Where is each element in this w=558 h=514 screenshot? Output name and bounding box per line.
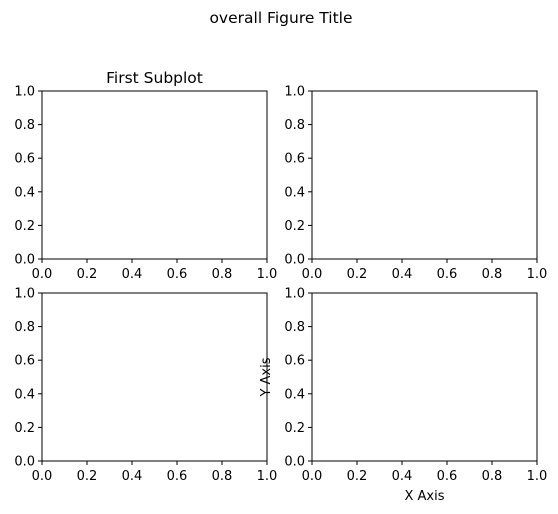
x-tick-label: 0.0	[32, 469, 53, 484]
x-tick-label: 0.0	[302, 267, 323, 282]
y-tick-label: 0.2	[284, 219, 305, 234]
y-tick-label: 0.2	[284, 421, 305, 436]
subplots-grid: 0.0 0.2 0.4 0.6 0.8 1.0 0.0 0.2 0.4 0.6 0.8 1.0 Firs…	[14, 69, 547, 504]
y-tick-label: 1.0	[284, 287, 305, 302]
y-tick-label: 1.0	[284, 85, 305, 100]
axes-frame	[311, 90, 538, 260]
x-tick-label: 1.0	[527, 267, 548, 282]
x-tick-label: 0.4	[122, 267, 143, 282]
y-tick-label: 0.4	[14, 185, 35, 200]
subplot-top-left: 0.0 0.2 0.4 0.6 0.8 1.0 0.0 0.2 0.4 0.6 0.8 1.0 Firs…	[14, 69, 277, 282]
x-tick-label: 0.8	[212, 267, 233, 282]
y-tick-label: 0.8	[284, 118, 305, 133]
y-tick-label: 0.2	[14, 219, 35, 234]
y-tick-label: 0.4	[14, 387, 35, 402]
subplot-title: First Subplot	[106, 69, 203, 87]
y-tick-label: 0.0	[14, 455, 35, 470]
y-tick-label: 0.6	[14, 354, 35, 369]
x-tick-label: 0.2	[77, 267, 98, 282]
x-tick-label: 0.0	[302, 469, 323, 484]
x-tick-label: 0.2	[77, 469, 98, 484]
x-tick-label: 0.6	[437, 469, 458, 484]
x-tick-label: 0.2	[347, 469, 368, 484]
x-tick-label: 0.0	[32, 267, 53, 282]
y-tick-label: 1.0	[14, 287, 35, 302]
figure-title: overall Figure Title	[209, 9, 352, 27]
y-tick-label: 0.6	[284, 152, 305, 167]
y-tick-label: 1.0	[14, 85, 35, 100]
x-tick-label: 0.6	[167, 267, 188, 282]
y-tick-label: 0.6	[284, 354, 305, 369]
subplot-bottom-left: 0.0 0.2 0.4 0.6 0.8 1.0 0.0 0.2 0.4 0.6 0.8 1.0	[14, 287, 277, 485]
x-tick-label: 0.4	[392, 469, 413, 484]
x-tick-label: 0.8	[212, 469, 233, 484]
x-tick-label: 0.4	[392, 267, 413, 282]
y-tick-label: 0.0	[284, 253, 305, 268]
y-tick-label: 0.8	[14, 320, 35, 335]
x-tick-label: 0.6	[167, 469, 188, 484]
y-tick-label: 0.4	[284, 185, 305, 200]
x-tick-label: 0.6	[437, 267, 458, 282]
y-tick-label: 0.0	[14, 253, 35, 268]
subplot-bottom-right: 0.0 0.2 0.4 0.6 0.8 1.0 0.0 0.2 0.4 0.6 0.8 1.0 X Ax…	[259, 287, 547, 505]
axes-frame	[41, 292, 268, 462]
x-tick-label: 0.2	[347, 267, 368, 282]
y-tick-label: 0.8	[14, 118, 35, 133]
x-tick-label: 0.8	[482, 267, 503, 282]
y-tick-label: 0.4	[284, 387, 305, 402]
x-axis-label: X Axis	[404, 489, 444, 504]
y-tick-label: 0.2	[14, 421, 35, 436]
axes-frame	[41, 90, 268, 260]
y-tick-label: 0.6	[14, 152, 35, 167]
y-axis-label: Y Axis	[259, 357, 274, 397]
x-tick-label: 1.0	[257, 267, 278, 282]
y-tick-label: 0.0	[284, 455, 305, 470]
x-tick-label: 0.4	[122, 469, 143, 484]
y-tick-label: 0.8	[284, 320, 305, 335]
subplot-top-right: 0.0 0.2 0.4 0.6 0.8 1.0 0.0 0.2 0.4 0.6 0.8 1.0	[284, 85, 547, 283]
x-tick-label: 0.8	[482, 469, 503, 484]
x-tick-label: 1.0	[257, 469, 278, 484]
x-tick-label: 1.0	[527, 469, 548, 484]
axes-frame	[311, 292, 538, 462]
